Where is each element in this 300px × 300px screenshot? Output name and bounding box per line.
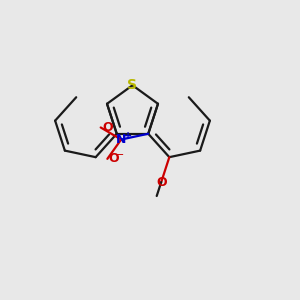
Text: +: + [124, 131, 132, 141]
Text: O: O [102, 121, 113, 134]
Text: O: O [156, 176, 166, 189]
Text: O: O [109, 152, 119, 165]
Text: −: − [114, 150, 124, 161]
Text: S: S [128, 78, 137, 92]
Text: N: N [116, 133, 126, 146]
